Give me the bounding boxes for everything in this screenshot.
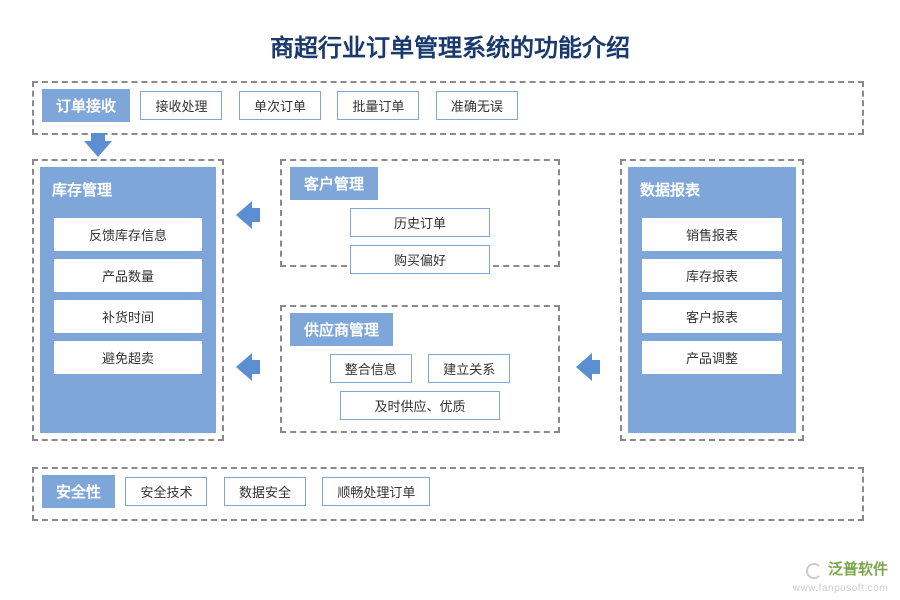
section-customer: 客户管理 历史订单 购买偏好 [280,159,560,267]
section-inventory-panel: 库存管理 反馈库存信息 产品数量 补货时间 避免超卖 [40,167,216,433]
pill-order-0: 接收处理 [140,91,222,120]
header-order-receive: 订单接收 [42,89,130,122]
pill-security-1: 数据安全 [224,477,306,506]
section-supplier: 供应商管理 整合信息 建立关系 及时供应、优质 [280,305,560,433]
header-inventory: 库存管理 [40,173,216,206]
arrow-left-icon [576,353,592,381]
header-customer: 客户管理 [290,167,378,200]
pill-reports-2: 客户报表 [642,300,782,333]
pill-inventory-0: 反馈库存信息 [54,218,202,251]
pill-supplier-2: 及时供应、优质 [340,391,500,420]
pill-security-0: 安全技术 [125,477,207,506]
pill-supplier-0: 整合信息 [330,354,412,383]
footer-brand: 泛普软件 [828,561,888,578]
pill-customer-0: 历史订单 [350,208,490,237]
pill-order-3: 准确无误 [436,91,518,120]
pill-security-2: 顺畅处理订单 [322,477,430,506]
section-order-receive: 订单接收 接收处理 单次订单 批量订单 准确无误 [32,81,864,135]
pill-order-2: 批量订单 [337,91,419,120]
pill-supplier-1: 建立关系 [428,354,510,383]
pill-inventory-2: 补货时间 [54,300,202,333]
pill-reports-0: 销售报表 [642,218,782,251]
logo-swirl-icon [806,563,822,579]
header-reports: 数据报表 [628,173,796,206]
section-reports-panel: 数据报表 销售报表 库存报表 客户报表 产品调整 [628,167,796,433]
pill-reports-3: 产品调整 [642,341,782,374]
pill-reports-1: 库存报表 [642,259,782,292]
arrow-down-icon [84,141,112,157]
diagram-canvas: 订单接收 接收处理 单次订单 批量订单 准确无误 库存管理 反馈库存信息 产品数… [32,81,868,561]
footer-logo: 泛普软件 www.fanpusoft.com [793,558,888,594]
header-security: 安全性 [42,475,115,508]
pill-customer-1: 购买偏好 [350,245,490,274]
arrow-left-icon [236,353,252,381]
pill-inventory-1: 产品数量 [54,259,202,292]
footer-url: www.fanpusoft.com [793,583,888,594]
pill-order-1: 单次订单 [239,91,321,120]
pill-inventory-3: 避免超卖 [54,341,202,374]
arrow-left-icon [236,201,252,229]
section-security: 安全性 安全技术 数据安全 顺畅处理订单 [32,467,864,521]
page-title: 商超行业订单管理系统的功能介绍 [0,0,900,81]
header-supplier: 供应商管理 [290,313,393,346]
